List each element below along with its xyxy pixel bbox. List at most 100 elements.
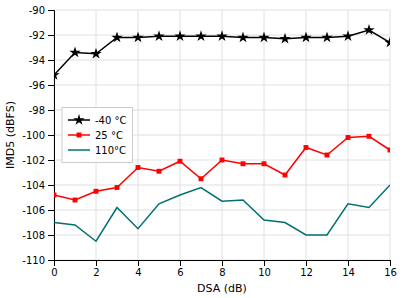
y-tick-label: -108 [22, 230, 45, 241]
y-tick-label: -96 [29, 80, 45, 91]
marker [384, 37, 390, 48]
marker [153, 30, 164, 41]
y-tick-label: -94 [29, 55, 45, 66]
x-tick-label: 4 [135, 267, 141, 278]
marker [136, 165, 141, 170]
y-tick-label: -106 [22, 205, 45, 216]
x-axis-title: DSA (dB) [197, 282, 247, 295]
grid-line-y [54, 85, 390, 86]
y-tick-mark [48, 210, 54, 211]
x-tick-label: 14 [342, 267, 355, 278]
x-tick: 16 [384, 260, 397, 278]
y-tick-mark [48, 260, 54, 261]
x-tick-label: 0 [51, 267, 57, 278]
y-tick-label: -98 [29, 105, 45, 116]
marker [54, 193, 56, 198]
x-tick-label: 16 [384, 267, 397, 278]
series-line [54, 136, 390, 200]
x-axis-line [55, 261, 391, 267]
x-tick-mark [390, 260, 391, 266]
marker [111, 32, 122, 43]
x-tick-mark [264, 260, 265, 266]
legend-item: 110°C [68, 145, 126, 156]
x-tick: 4 [135, 260, 141, 278]
y-axis-line [48, 11, 55, 261]
legend-marker [73, 114, 84, 125]
legend-marker [77, 133, 82, 138]
marker [258, 32, 269, 43]
y-tick-label: -100 [22, 130, 45, 141]
grid-line-y [54, 10, 390, 11]
x-axis: 0 2 4 6 8 10 12 14 16 [51, 260, 397, 278]
x-tick: 14 [342, 260, 355, 278]
legend-swatch [68, 149, 90, 151]
legend-label: 25 °C [95, 130, 123, 141]
x-tick-mark [306, 260, 307, 266]
x-tick: 6 [177, 260, 183, 278]
marker [237, 32, 248, 43]
marker [325, 153, 330, 158]
marker [241, 161, 246, 166]
x-tick-label: 8 [219, 267, 225, 278]
marker [115, 185, 120, 190]
grid-line-y [54, 210, 390, 211]
x-tick-mark [96, 260, 97, 266]
marker [363, 24, 374, 35]
marker [157, 169, 162, 174]
marker [220, 158, 225, 163]
y-tick-label: -90 [29, 5, 45, 16]
y-tick: -104 [22, 180, 54, 191]
y-tick-mark [48, 60, 54, 61]
y-tick: -92 [29, 30, 54, 41]
marker [69, 47, 80, 58]
x-tick: 12 [300, 260, 313, 278]
y-tick-label: -102 [22, 155, 45, 166]
grid-line-y [54, 185, 390, 186]
legend: -40 °C 25 °C 110°C [62, 108, 133, 163]
x-tick: 8 [219, 260, 225, 278]
series-markers [54, 24, 390, 80]
marker [321, 32, 332, 43]
marker [342, 30, 353, 41]
x-tick-label: 12 [300, 267, 313, 278]
grid [54, 10, 390, 260]
marker [367, 134, 372, 139]
marker [199, 176, 204, 181]
marker [346, 135, 351, 140]
grid-line-y [54, 235, 390, 236]
x-tick: 10 [258, 260, 271, 278]
y-tick-mark [48, 160, 54, 161]
legend-item: 25 °C [68, 130, 123, 141]
marker [94, 189, 99, 194]
marker [54, 69, 60, 80]
x-tick-mark [138, 260, 139, 266]
y-tick: -108 [22, 230, 54, 241]
marker [174, 30, 185, 41]
series-line [54, 185, 390, 241]
legend-item: -40 °C [68, 114, 127, 125]
y-tick: -96 [29, 80, 54, 91]
x-tick-mark [222, 260, 223, 266]
y-tick: -94 [29, 55, 54, 66]
marker [283, 173, 288, 178]
y-tick: -106 [22, 205, 54, 216]
legend-box [62, 108, 133, 163]
y-tick: -98 [29, 105, 54, 116]
marker [262, 161, 267, 166]
x-tick-mark [348, 260, 349, 266]
x-tick-mark [180, 260, 181, 266]
legend-label: -40 °C [95, 115, 127, 126]
series-markers [54, 134, 390, 203]
y-tick-label: -92 [29, 30, 45, 41]
x-tick-label: 6 [177, 267, 183, 278]
x-tick-label: 2 [93, 267, 99, 278]
y-tick-mark [48, 85, 54, 86]
y-tick-label: -110 [22, 255, 45, 266]
marker [300, 32, 311, 43]
marker [90, 48, 101, 59]
grid-line-y [54, 60, 390, 61]
y-tick-mark [48, 10, 54, 11]
marker [178, 159, 183, 164]
y-tick-mark [48, 35, 54, 36]
marker [304, 145, 309, 150]
